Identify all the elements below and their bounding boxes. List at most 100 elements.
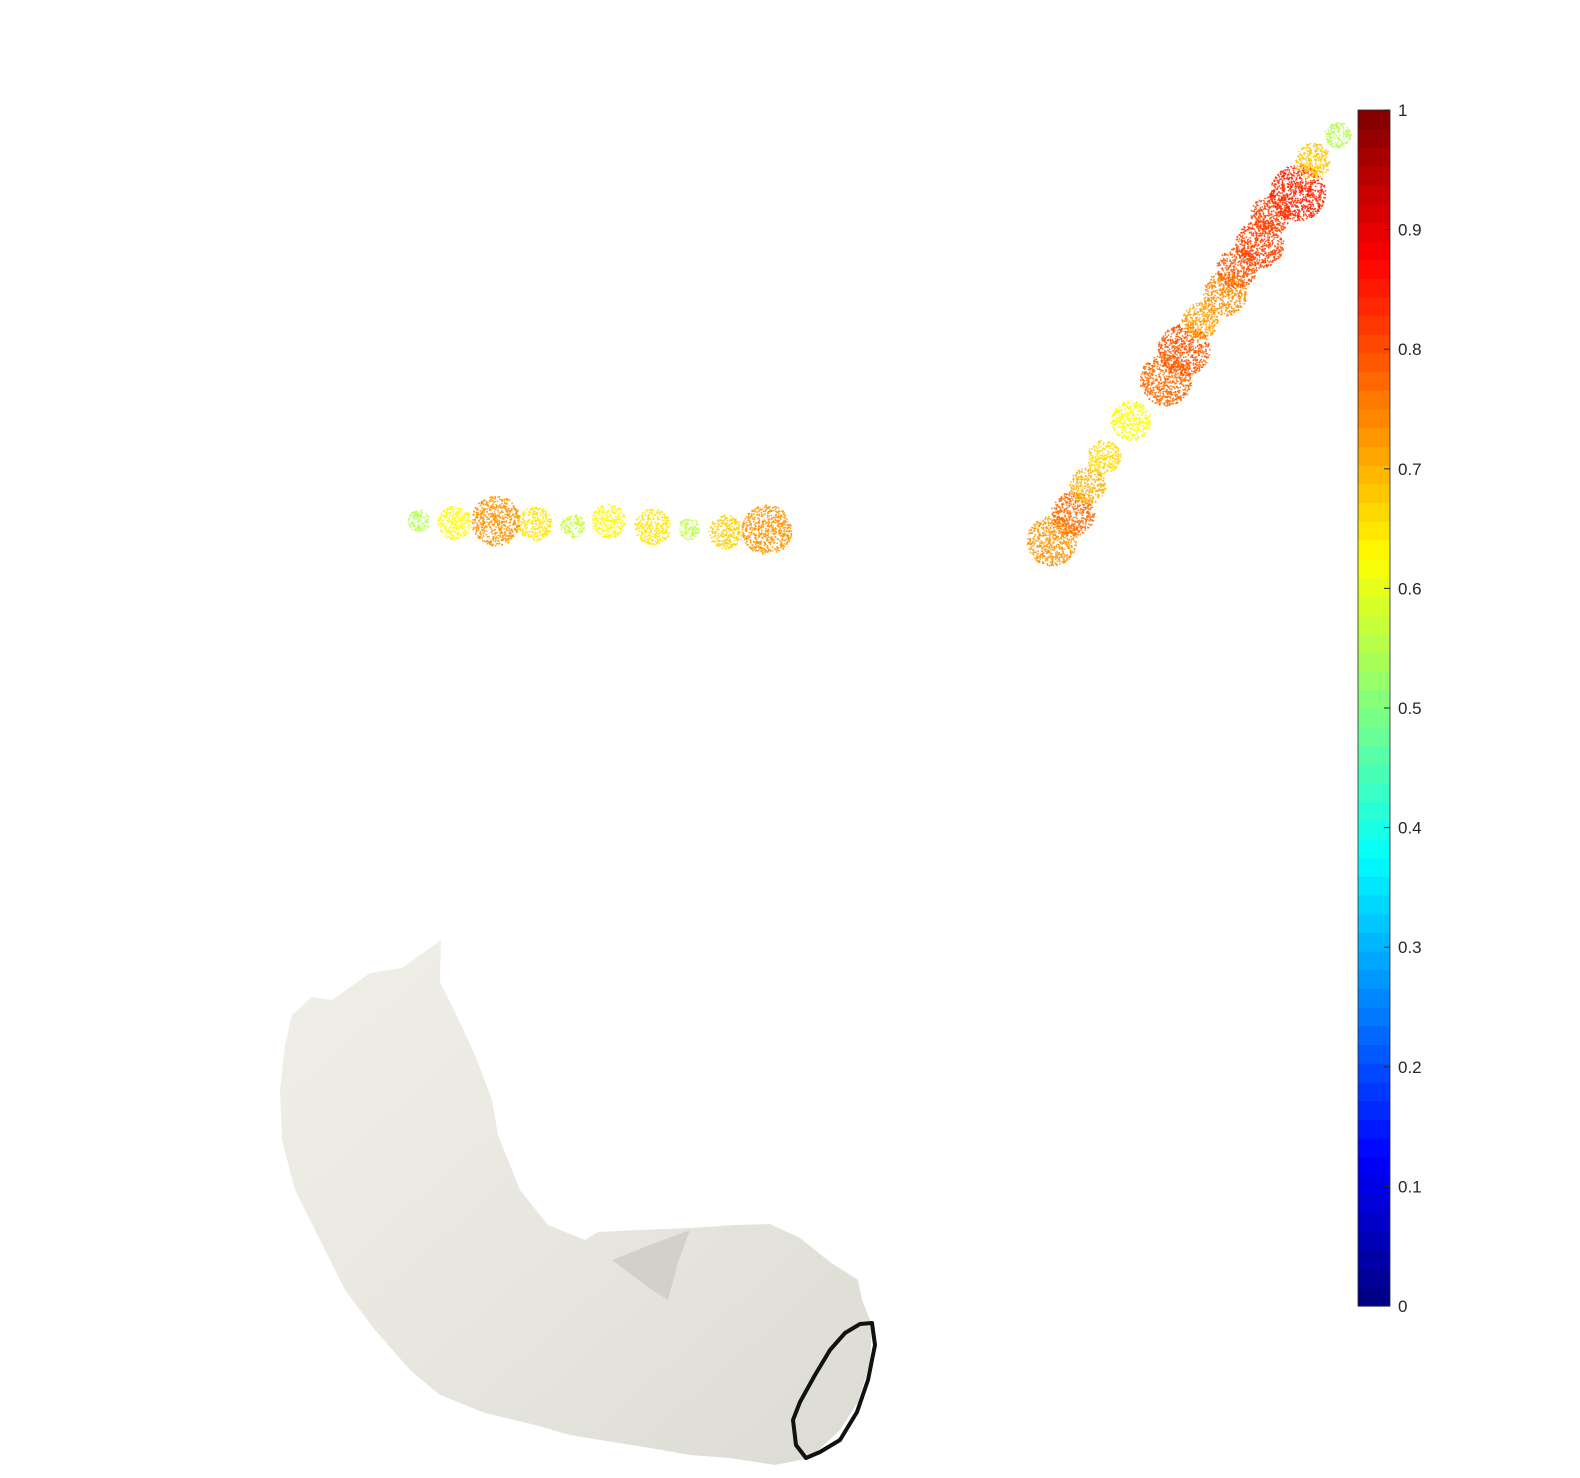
colorbar-swatch [1358,782,1390,803]
colorbar-swatch [1358,427,1390,447]
colorbar-tick-label: 0.1 [1398,1177,1422,1196]
cluster-point [471,495,521,547]
colorbar-tick-label: 0.3 [1398,938,1422,957]
colorbar-swatch [1358,110,1390,130]
colorbar-swatch [1358,1175,1390,1195]
cluster-point [1087,439,1122,475]
cluster-point [437,505,473,540]
cluster-point [741,504,793,556]
colorbar-swatch [1358,577,1390,597]
colorbar-swatch [1358,203,1390,223]
point-cloud-series [407,495,793,556]
cluster-point [1157,323,1211,377]
colorbar-swatch [1358,1007,1390,1027]
colorbar-tick-label: 0.9 [1398,221,1422,240]
colorbar-swatch [1358,950,1390,971]
colorbar-swatch [1358,465,1390,485]
colorbar-swatch [1358,651,1390,672]
colorbar-swatch [1358,1081,1390,1102]
colorbar-swatch [1358,689,1390,709]
colorbar-swatch [1358,801,1390,821]
colorbar-swatch [1358,222,1390,242]
colorbar-swatch [1358,1137,1390,1158]
colorbar-swatch [1358,745,1390,765]
colorbar-swatch [1358,315,1390,335]
point-cloud-series [1026,122,1352,567]
mesh-body [280,940,872,1465]
colorbar-swatch [1358,371,1390,391]
cluster-point [1295,142,1331,180]
colorbar-swatch [1358,1063,1390,1083]
colorbar-swatch [1358,558,1390,578]
colorbar-swatch [1358,1156,1390,1176]
colorbar-swatch [1358,409,1390,429]
colorbar-swatch [1358,932,1390,952]
mesh-fold-shadow [612,1230,690,1300]
colorbar-swatch [1358,708,1390,728]
colorbar-tick-label: 0.7 [1398,460,1422,479]
cluster-point [1069,467,1107,505]
mesh-surface [280,940,877,1465]
colorbar-swatch [1358,988,1390,1008]
colorbar-swatch [1358,726,1390,746]
cluster-point [679,518,701,541]
colorbar-swatch [1358,876,1390,896]
colorbar-swatch [1358,521,1390,541]
colorbar-swatch [1358,838,1390,859]
colorbar-swatch [1358,296,1390,317]
mesh-opening-outline [791,1321,877,1460]
colorbar-swatch [1358,539,1390,560]
colorbar-swatch [1358,764,1390,784]
cluster-point [1181,302,1219,340]
colorbar-tick-label: 0.8 [1398,340,1422,359]
cluster-point [1202,271,1248,317]
colorbar-swatch [1358,390,1390,410]
cluster-point [1324,122,1352,149]
colorbar-swatch [1358,857,1390,877]
colorbar-swatch [1358,633,1390,653]
cluster-point [407,509,430,532]
colorbar-swatch [1358,184,1390,205]
colorbar-swatch [1358,502,1390,522]
colorbar-swatch [1358,1100,1390,1120]
colorbar-tick-label: 0 [1398,1297,1407,1316]
colorbar-swatch [1358,446,1390,466]
colorbar-swatch [1358,820,1390,840]
colorbar-ticks: 0 0.1 0.2 0.3 0.4 0.5 0.6 0.7 0.8 0.9 1 [1384,101,1422,1316]
colorbar-swatch [1358,1193,1390,1214]
colorbar-swatch [1358,166,1390,186]
colorbar-swatch [1358,259,1390,279]
colorbar-swatch [1358,483,1390,504]
colorbar-swatch [1358,1025,1390,1045]
colorbar-swatch [1358,913,1390,933]
colorbar-swatch [1358,969,1390,989]
cluster-point [708,514,744,550]
colorbar-swatch [1358,147,1390,167]
colorbar-swatch [1358,1287,1390,1307]
scatter-layer [407,122,1352,567]
colorbar-swatch [1358,278,1390,298]
cluster-point [1110,400,1152,442]
colorbar-swatch [1358,128,1390,148]
cluster-point [634,508,672,546]
colorbar-swatch [1358,595,1390,616]
colorbar-swatch [1358,352,1390,373]
colorbar-swatch [1358,1119,1390,1139]
colorbar-tick-label: 0.4 [1398,819,1422,838]
cluster-point [592,503,626,539]
colorbar-swatch [1358,240,1390,261]
colorbar-swatch [1358,670,1390,690]
colorbar-swatch [1358,1231,1390,1251]
cluster-point [517,506,553,542]
colorbar [1357,109,1391,1307]
cluster-point [1269,164,1327,222]
colorbar-tick-label: 1 [1398,101,1407,120]
colorbar-tick-label: 0.5 [1398,699,1422,718]
colorbar-swatch [1358,1212,1390,1232]
colorbar-swatch [1358,1044,1390,1064]
colorbar-swatch [1358,334,1390,354]
colorbar-tick-label: 0.6 [1398,579,1422,598]
colorbar-swatch [1358,1249,1390,1270]
cluster-point [560,514,586,539]
